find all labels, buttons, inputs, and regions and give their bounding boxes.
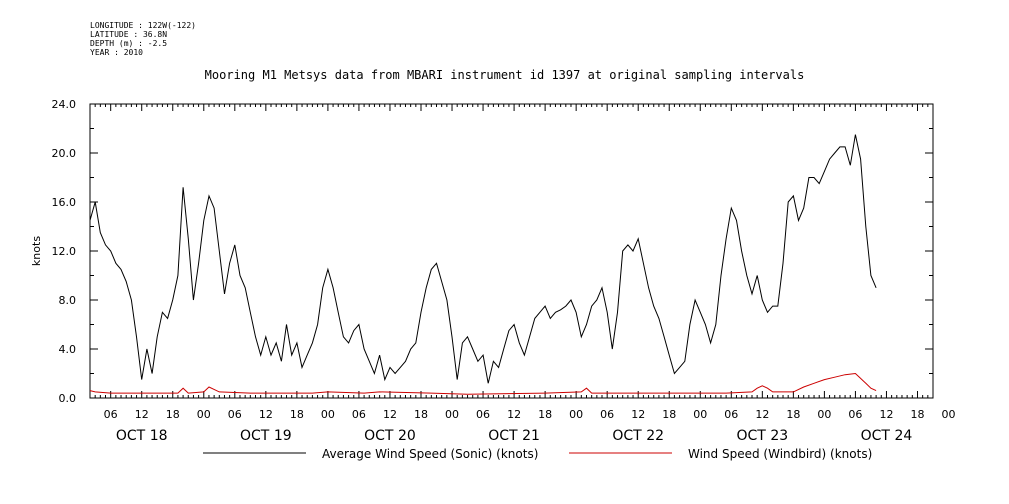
- plot-frame: [89, 103, 934, 399]
- x-day-label: OCT 19: [240, 428, 292, 444]
- x-tick-label: 12: [383, 408, 397, 421]
- x-tick-label: 18: [910, 408, 924, 421]
- x-tick-label: 18: [786, 408, 800, 421]
- x-day-label: OCT 24: [861, 428, 913, 444]
- x-tick-label: 06: [724, 408, 738, 421]
- x-tick-label: 18: [166, 408, 180, 421]
- meta-longitude: LONGITUDE : 122W(-122): [90, 21, 196, 30]
- y-tick-label: 8.0: [59, 294, 77, 307]
- x-tick-label: 12: [259, 408, 273, 421]
- x-tick-label: 06: [476, 408, 490, 421]
- x-tick-label: 12: [879, 408, 893, 421]
- x-tick-label: 00: [817, 408, 831, 421]
- x-tick-label: 00: [197, 408, 211, 421]
- x-day-label: OCT 22: [612, 428, 664, 444]
- legend: Average Wind Speed (Sonic) (knots) Wind …: [203, 447, 872, 461]
- x-tick-label: 12: [755, 408, 769, 421]
- x-tick-label: 06: [104, 408, 118, 421]
- x-tick-label: 18: [290, 408, 304, 421]
- x-tick-label: 12: [507, 408, 521, 421]
- x-tick-label: 12: [135, 408, 149, 421]
- x-tick-label: 06: [228, 408, 242, 421]
- y-tick-label: 4.0: [59, 343, 77, 356]
- x-tick-label: 00: [321, 408, 335, 421]
- x-tick-label: 00: [445, 408, 459, 421]
- series-layer: [89, 134, 877, 395]
- legend-label-sonic: Average Wind Speed (Sonic) (knots): [322, 447, 538, 461]
- x-day-label: OCT 21: [488, 428, 540, 444]
- meta-latitude: LATITUDE : 36.8N: [90, 30, 168, 39]
- x-tick-label: 18: [414, 408, 428, 421]
- series-line-windbird: [89, 372, 877, 395]
- y-axis-label: knots: [30, 236, 43, 266]
- x-axis: 06 12 18 00 06 12 18 00 06 12 18 00 06 12 18 00 06 12 18 00…: [89, 104, 956, 444]
- metadata-block: LONGITUDE : 122W(-122) LATITUDE : 36.8N …: [90, 21, 196, 57]
- y-tick-label: 12.0: [52, 245, 77, 258]
- x-tick-label: 06: [848, 408, 862, 421]
- y-tick-label: 24.0: [52, 98, 77, 111]
- x-day-label: OCT 23: [737, 428, 789, 444]
- y-tick-label: 20.0: [52, 147, 77, 160]
- meta-year: YEAR : 2010: [90, 48, 143, 57]
- x-tick-label: 06: [352, 408, 366, 421]
- x-tick-label: 18: [538, 408, 552, 421]
- y-tick-label: 16.0: [52, 196, 77, 209]
- legend-label-windbird: Wind Speed (Windbird) (knots): [688, 447, 872, 461]
- x-day-label: OCT 20: [364, 428, 416, 444]
- x-tick-label: 00: [569, 408, 583, 421]
- chart-title: Mooring M1 Metsys data from MBARI instru…: [204, 68, 805, 82]
- x-tick-label: 18: [662, 408, 676, 421]
- series-line-sonic: [89, 134, 877, 384]
- x-tick-label: 06: [600, 408, 614, 421]
- meta-depth: DEPTH (m) : -2.5: [90, 39, 168, 48]
- y-axis: 0.0 4.0 8.0 12.0 16.0 20.0 24.0: [52, 98, 933, 405]
- x-tick-label: 00: [942, 408, 956, 421]
- x-day-label: OCT 18: [116, 428, 168, 444]
- y-tick-label: 0.0: [59, 392, 77, 405]
- x-tick-label: 12: [631, 408, 645, 421]
- x-tick-label: 00: [693, 408, 707, 421]
